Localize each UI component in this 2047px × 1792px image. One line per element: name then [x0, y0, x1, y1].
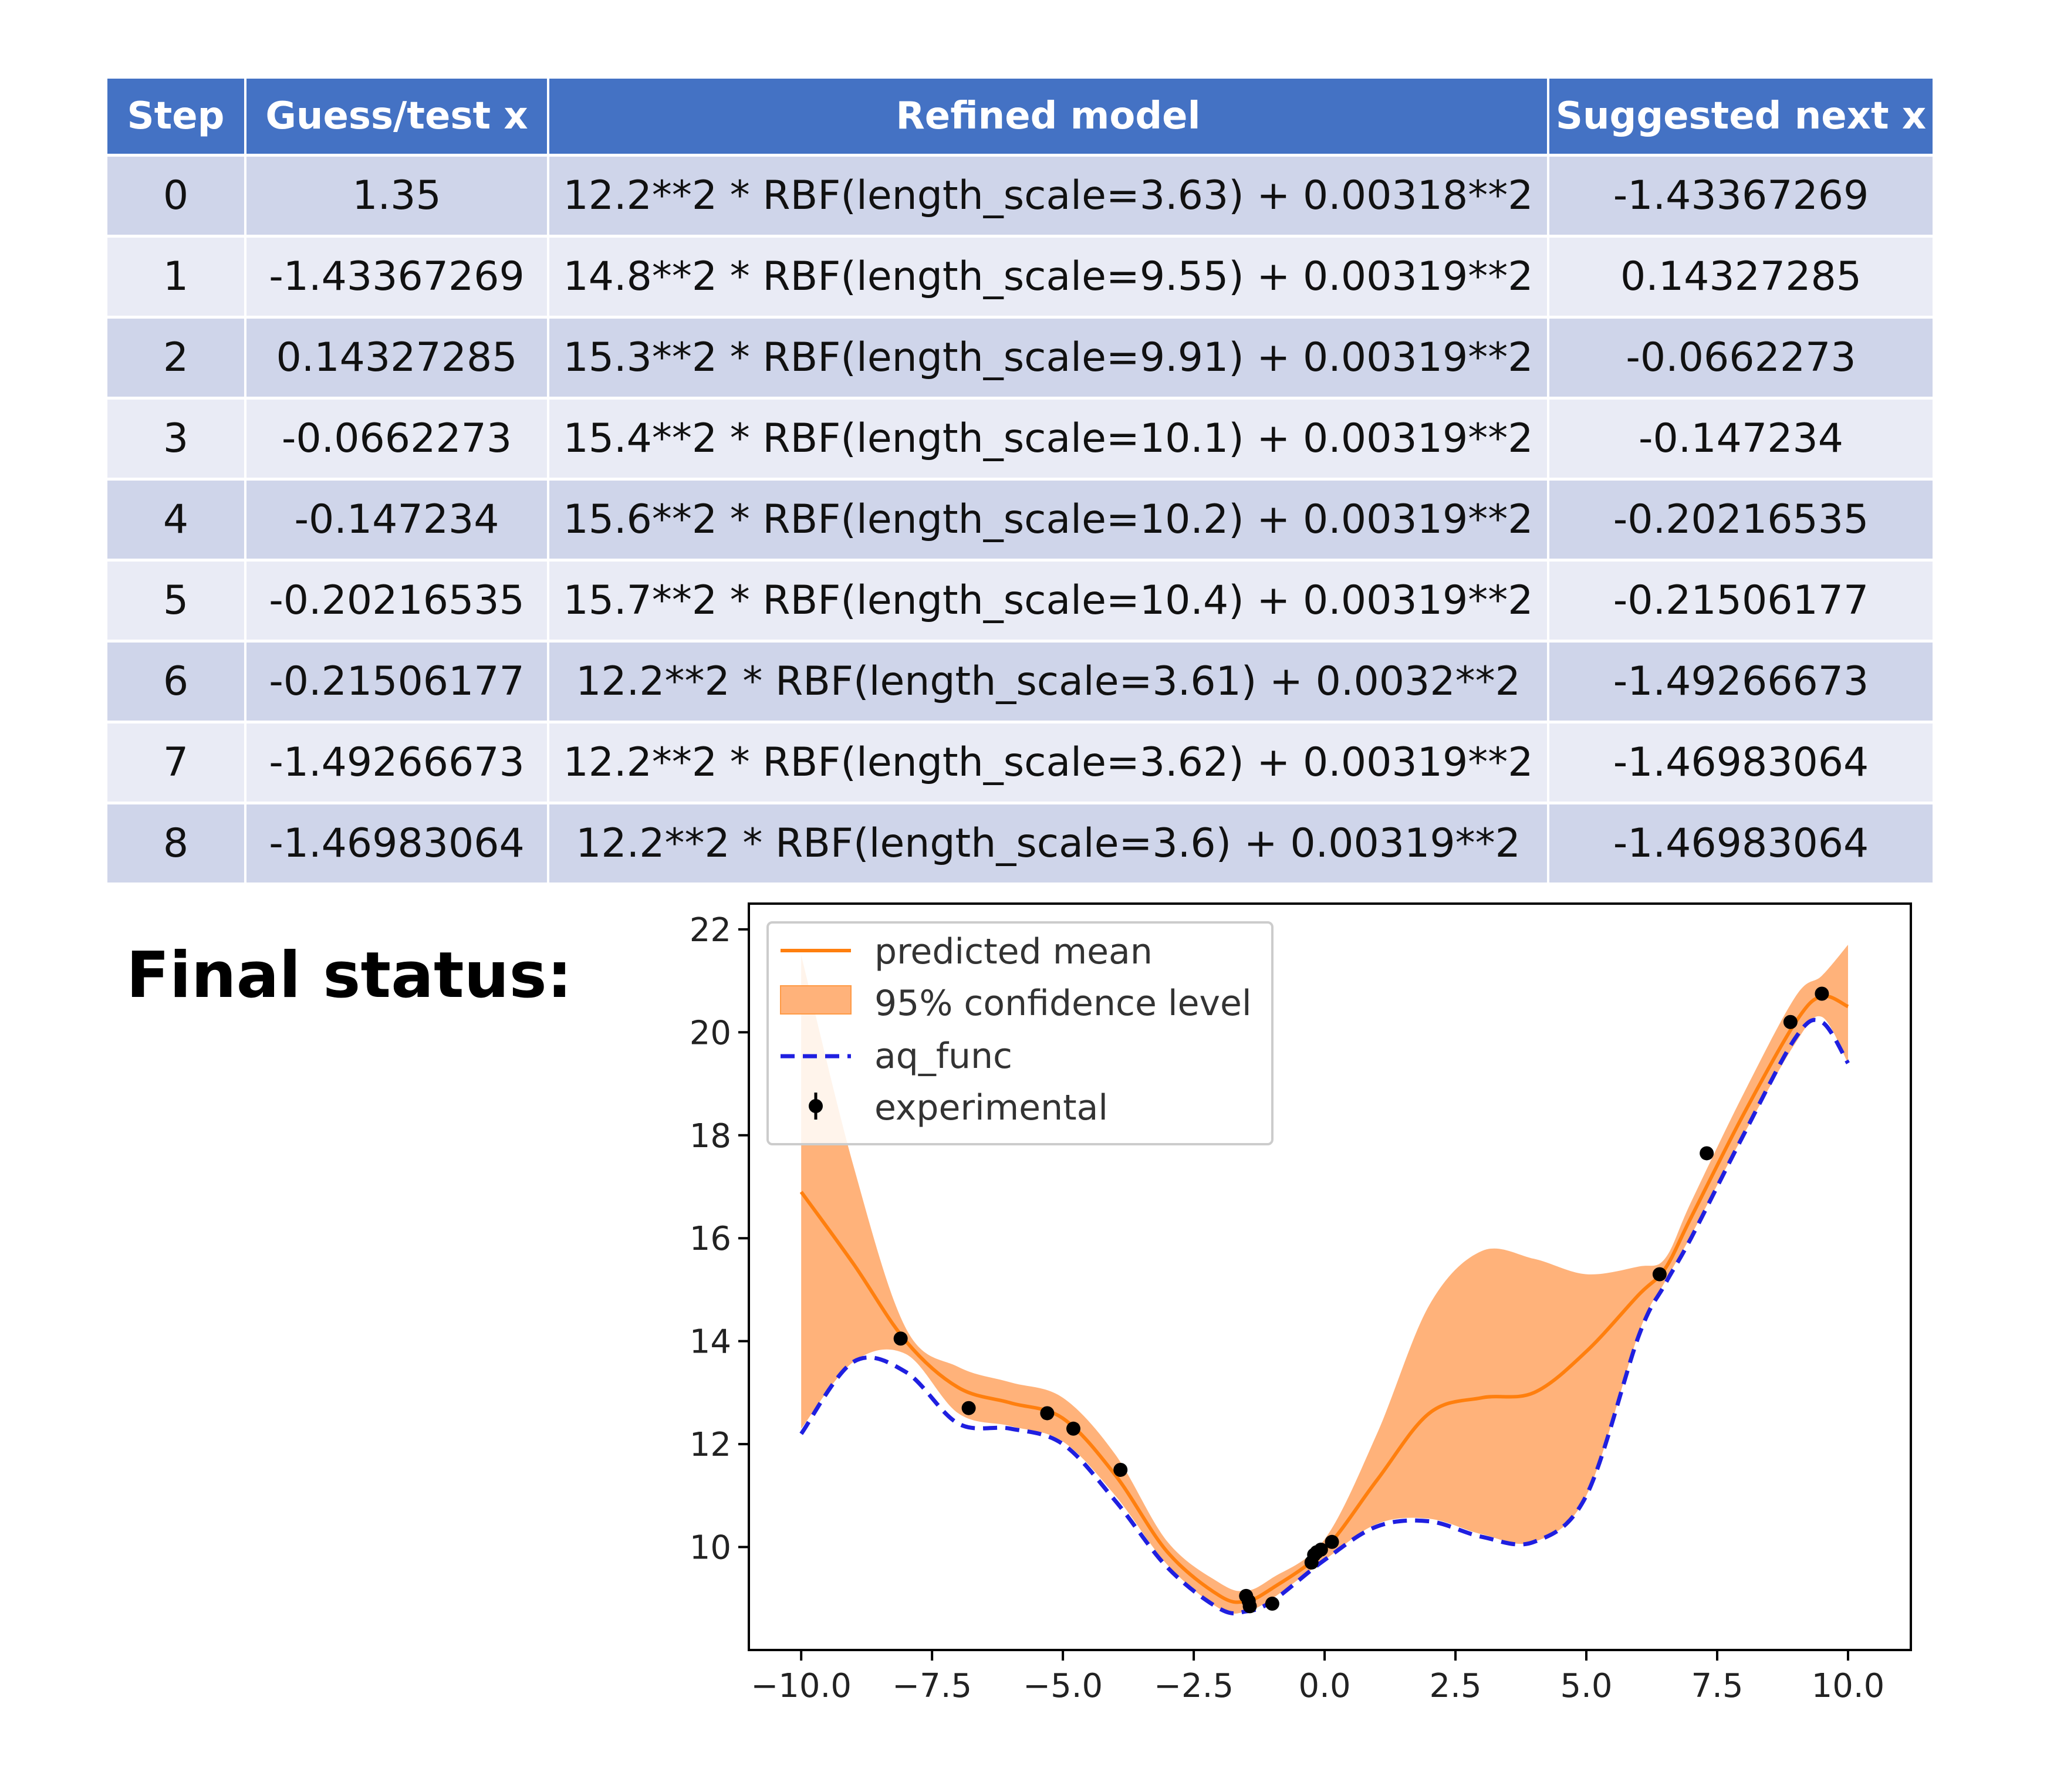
cell-next: -0.147234 [1548, 397, 1935, 479]
predicted-mean-line [799, 994, 1849, 1604]
experimental-points-layer [893, 986, 1829, 1614]
table-body: 0 1.35 12.2**2 * RBF(length_scale=3.63) + … [107, 154, 1935, 883]
experimental-point [1313, 1542, 1328, 1557]
table-row: 0 1.35 12.2**2 * RBF(length_scale=3.63) + … [107, 154, 1935, 236]
table-row: 5 -0.20216535 15.7**2 * RBF(length_scale=1… [107, 559, 1935, 641]
y-tick-label: 18 [690, 1117, 731, 1155]
legend-band-label: 95% confidence level [874, 983, 1252, 1024]
cell-next: -1.46983064 [1548, 721, 1935, 803]
table-row: 2 0.14327285 15.3**2 * RBF(length_scale=9.… [107, 316, 1935, 398]
experimental-point [1815, 986, 1829, 1001]
x-tick-label: 2.5 [1430, 1667, 1482, 1705]
cell-step: 8 [107, 802, 246, 883]
cell-next: -0.20216535 [1548, 478, 1935, 560]
legend-experimental-label: experimental [874, 1087, 1108, 1128]
legend-aq-label: aq_func [874, 1036, 1012, 1077]
cell-guess: -0.0662273 [245, 397, 549, 479]
cell-guess: 1.35 [245, 154, 549, 236]
cell-step: 5 [107, 559, 246, 641]
cell-guess: -0.21506177 [245, 640, 549, 722]
cell-model: 15.4**2 * RBF(length_scale=10.1) + 0.003… [548, 397, 1549, 479]
cell-step: 4 [107, 478, 246, 560]
cell-next: -0.21506177 [1548, 559, 1935, 641]
cell-model: 15.7**2 * RBF(length_scale=10.4) + 0.003… [548, 559, 1549, 641]
cell-next: -1.46983064 [1548, 802, 1935, 883]
table-row: 3 -0.0662273 15.4**2 * RBF(length_scale=10… [107, 397, 1935, 479]
experimental-point [1652, 1267, 1667, 1282]
cell-step: 0 [107, 154, 246, 236]
x-tick-label: −10.0 [751, 1667, 852, 1705]
experimental-point [1242, 1599, 1257, 1614]
x-tick-label: 0.0 [1299, 1667, 1351, 1705]
cell-step: 1 [107, 235, 246, 317]
cell-model: 14.8**2 * RBF(length_scale=9.55) + 0.003… [548, 235, 1549, 317]
plot-frame [748, 902, 1912, 1651]
cell-model: 12.2**2 * RBF(length_scale=3.62) + 0.003… [548, 721, 1549, 803]
column-header-model: Refined model [548, 79, 1549, 155]
column-header-next: Suggested next x [1548, 79, 1935, 155]
experimental-point [1040, 1406, 1055, 1421]
experimental-point [1325, 1534, 1339, 1549]
results-table: Step Guess/test x Refined model Suggeste… [107, 79, 1935, 883]
aq-func-line [799, 1017, 1850, 1615]
table-row: 8 -1.46983064 12.2**2 * RBF(length_scale=3… [107, 802, 1935, 883]
y-tick-label: 10 [690, 1529, 731, 1567]
legend-experimental-marker [809, 1099, 823, 1113]
table-row: 1 -1.43367269 14.8**2 * RBF(length_scale=9… [107, 235, 1935, 317]
axes-layer: −10.0 −7.5 −5.0 −2.5 0.0 2.5 5.0 7.5 10.0 10 12 14 1… [690, 911, 1885, 1705]
cell-model: 12.2**2 * RBF(length_scale=3.6) + 0.0031… [548, 802, 1549, 883]
final-status-label: Final status: [126, 939, 572, 1012]
cell-model: 15.6**2 * RBF(length_scale=10.2) + 0.003… [548, 478, 1549, 560]
legend: predicted mean 95% confidence level aq_f… [766, 921, 1274, 1145]
x-tick-label: 7.5 [1691, 1667, 1743, 1705]
cell-guess: -1.49266673 [245, 721, 549, 803]
y-tick-label: 16 [690, 1220, 731, 1258]
cell-step: 3 [107, 397, 246, 479]
cell-next: -1.49266673 [1548, 640, 1935, 722]
cell-guess: -0.147234 [245, 478, 549, 560]
experimental-point [1783, 1015, 1798, 1029]
y-tick-label: 14 [690, 1323, 731, 1361]
column-header-step: Step [107, 79, 246, 155]
experimental-point [1265, 1597, 1279, 1611]
line-layer [799, 994, 1850, 1615]
experimental-point [1700, 1146, 1714, 1161]
confidence-band-layer [801, 945, 1848, 1614]
table-row: 4 -0.147234 15.6**2 * RBF(length_scale=10.… [107, 478, 1935, 560]
y-tick-label: 12 [690, 1426, 731, 1464]
experimental-point [961, 1401, 976, 1415]
cell-guess: -1.43367269 [245, 235, 549, 317]
legend-band-swatch [780, 985, 852, 1015]
cell-model: 12.2**2 * RBF(length_scale=3.61) + 0.003… [548, 640, 1549, 722]
cell-guess: 0.14327285 [245, 316, 549, 398]
legend-box [766, 921, 1274, 1145]
cell-next: -1.43367269 [1548, 154, 1935, 236]
cell-step: 7 [107, 721, 246, 803]
x-tick-label: −2.5 [1154, 1667, 1234, 1705]
cell-guess: -0.20216535 [245, 559, 549, 641]
gp-chart: −10.0 −7.5 −5.0 −2.5 0.0 2.5 5.0 7.5 10.0 10 12 14 1… [690, 902, 1912, 1705]
x-tick-label: −7.5 [892, 1667, 972, 1705]
x-tick-label: 5.0 [1560, 1667, 1612, 1705]
column-header-guess: Guess/test x [245, 79, 549, 155]
y-tick-label: 22 [690, 911, 731, 949]
x-tick-label: −5.0 [1023, 1667, 1103, 1705]
cell-guess: -1.46983064 [245, 802, 549, 883]
table-row: 7 -1.49266673 12.2**2 * RBF(length_scale=3… [107, 721, 1935, 803]
cell-model: 15.3**2 * RBF(length_scale=9.91) + 0.003… [548, 316, 1549, 398]
experimental-point [1066, 1421, 1080, 1436]
cell-model: 12.2**2 * RBF(length_scale=3.63) + 0.003… [548, 154, 1549, 236]
cell-next: 0.14327285 [1548, 235, 1935, 317]
confidence-band [801, 945, 1848, 1614]
cell-next: -0.0662273 [1548, 316, 1935, 398]
y-tick-label: 20 [690, 1014, 731, 1052]
table-row: 6 -0.21506177 12.2**2 * RBF(length_scale=3… [107, 640, 1935, 722]
x-tick-label: 10.0 [1812, 1667, 1885, 1705]
experimental-point [893, 1331, 908, 1346]
cell-step: 2 [107, 316, 246, 398]
cell-step: 6 [107, 640, 246, 722]
legend-mean-label: predicted mean [874, 931, 1153, 972]
table-header-row: Step Guess/test x Refined model Suggeste… [107, 79, 1935, 155]
experimental-point [1113, 1462, 1128, 1477]
